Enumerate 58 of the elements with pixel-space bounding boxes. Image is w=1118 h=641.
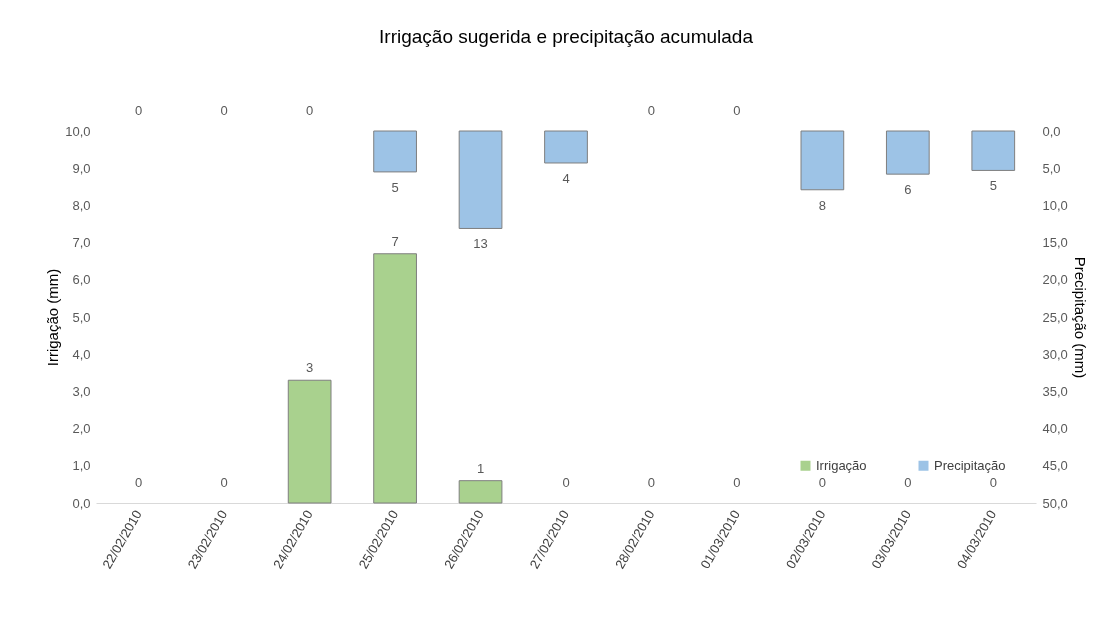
data-label: 0 — [306, 103, 314, 118]
data-label: 0 — [733, 103, 741, 118]
data-label: 0 — [562, 475, 570, 490]
bar — [544, 130, 588, 164]
data-label: 0 — [904, 475, 912, 490]
y-tick-label: 6,0 — [72, 272, 91, 288]
y-tick-label: 10,0 — [65, 123, 91, 139]
y-axis-title: Irrigação (mm) — [44, 268, 62, 367]
y2-tick-label: 35,0 — [1042, 383, 1068, 399]
data-label: 0 — [733, 475, 741, 490]
y-tick-label: 2,0 — [72, 421, 91, 437]
y-tick-label: 5,0 — [72, 309, 91, 325]
y-tick-label: 3,0 — [72, 383, 91, 399]
bar — [885, 130, 930, 175]
data-label: 5 — [989, 178, 997, 194]
bar — [800, 130, 845, 191]
data-label: 0 — [818, 475, 826, 490]
data-label: 1 — [476, 460, 485, 476]
y2-tick-label: 20,0 — [1042, 272, 1068, 288]
y2-tick-label: 25,0 — [1042, 309, 1068, 325]
bar — [971, 130, 1016, 171]
chart-title: Irrigação sugerida e precipitação acumulada — [379, 26, 754, 47]
y2-tick-label: 15,0 — [1042, 235, 1068, 251]
data-label: 5 — [391, 179, 399, 195]
data-label: 13 — [473, 236, 488, 252]
data-label: 7 — [391, 233, 399, 249]
bar — [373, 253, 417, 504]
data-label: 0 — [647, 103, 656, 118]
y-tick-label: 1,0 — [72, 458, 91, 474]
data-label: 0 — [989, 475, 997, 490]
legend-label: Irrigação — [816, 457, 867, 473]
bar — [458, 130, 503, 229]
bar — [373, 130, 417, 173]
data-label: 0 — [135, 475, 143, 490]
data-label: 8 — [818, 197, 826, 213]
y-tick-label: 7,0 — [72, 235, 91, 251]
y2-tick-label: 0,0 — [1042, 123, 1061, 139]
y-tick-label: 0,0 — [72, 495, 91, 511]
data-label: 4 — [562, 170, 570, 186]
y2-tick-label: 40,0 — [1042, 421, 1068, 437]
legend-label: Precipitação — [934, 457, 1006, 473]
y2-tick-label: 45,0 — [1042, 458, 1068, 474]
data-label: 0 — [135, 103, 143, 118]
data-label: 6 — [904, 182, 912, 198]
y2-axis-title: Precipitação (mm) — [1071, 256, 1089, 379]
data-label: 0 — [220, 475, 228, 490]
y2-tick-label: 5,0 — [1042, 160, 1061, 176]
data-label: 0 — [220, 103, 228, 118]
y2-tick-label: 50,0 — [1042, 495, 1068, 511]
bar — [458, 480, 503, 504]
y-tick-label: 8,0 — [72, 197, 91, 213]
y-tick-label: 4,0 — [72, 346, 91, 362]
data-label: 3 — [306, 360, 314, 376]
y-tick-label: 9,0 — [72, 160, 91, 176]
data-label: 0 — [647, 475, 656, 490]
y2-tick-label: 10,0 — [1042, 197, 1068, 213]
bar — [287, 379, 332, 504]
y2-tick-label: 30,0 — [1042, 346, 1068, 362]
